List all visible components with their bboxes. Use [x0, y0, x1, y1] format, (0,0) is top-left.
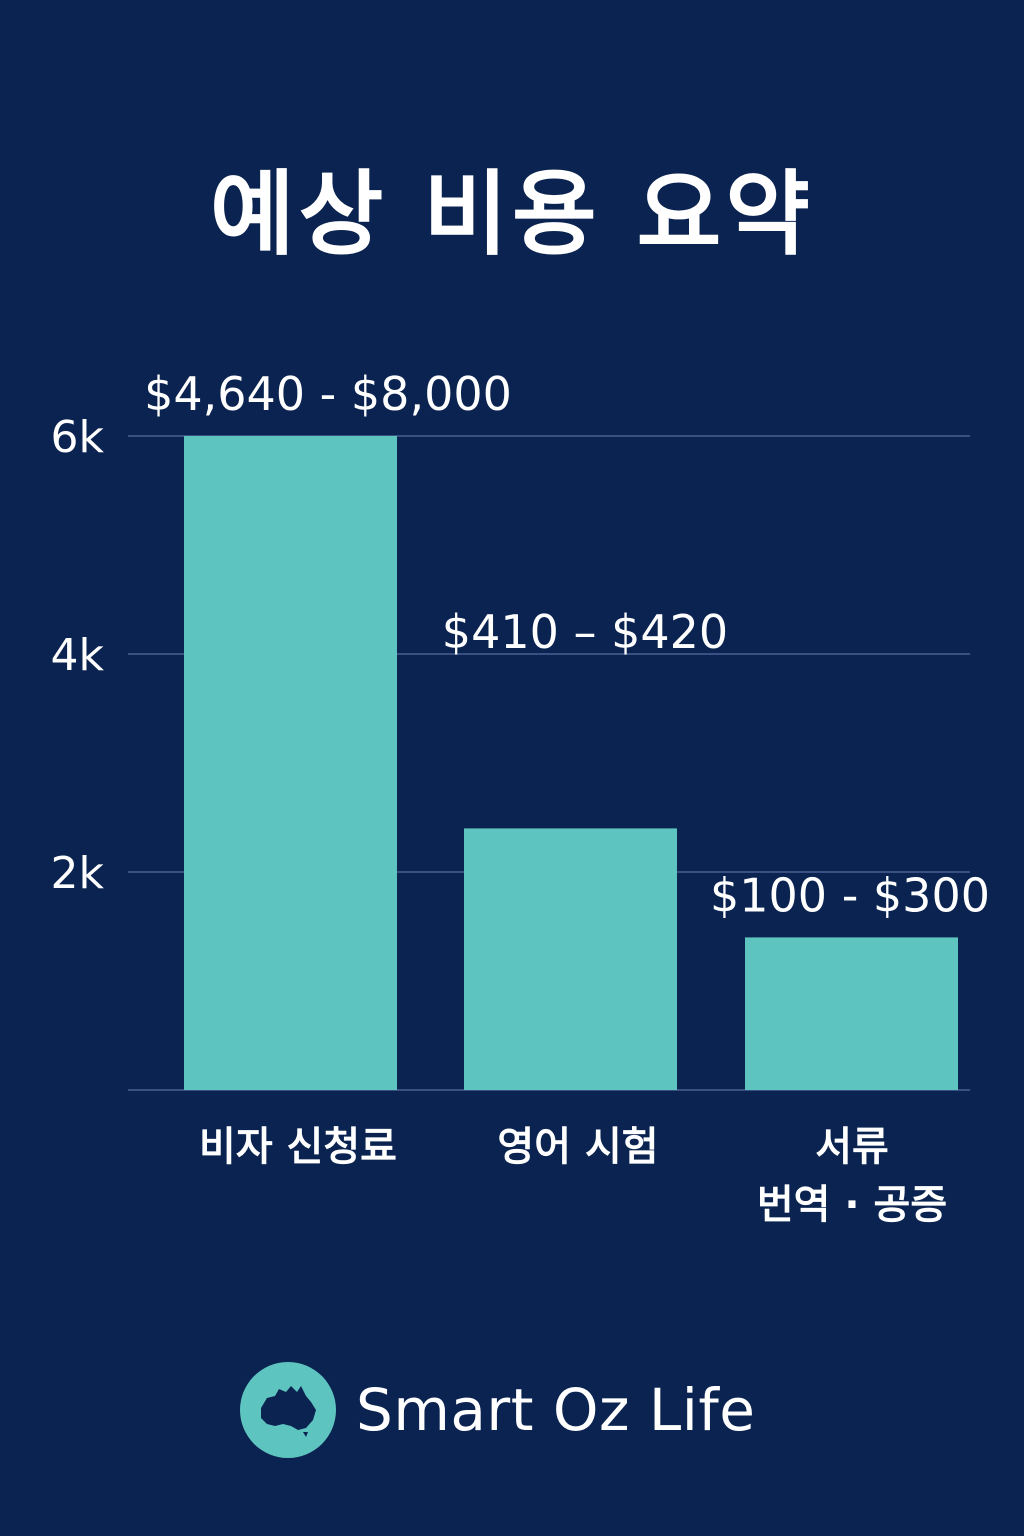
chart-title: 예상 비용 요약: [210, 161, 814, 268]
category-label-line: 서류: [815, 1124, 889, 1170]
category-label-english-test: 영어 시험: [448, 1118, 708, 1176]
category-label-line: 번역 · 공증: [756, 1182, 948, 1228]
bar: [184, 436, 397, 1090]
category-label-visa: 비자 신청료: [168, 1118, 428, 1176]
data-label: $4,640 - $8,000: [144, 367, 512, 421]
brand-logo: Smart Oz Life: [240, 1360, 755, 1460]
bar: [464, 828, 677, 1090]
bar: [745, 937, 958, 1090]
category-label-line: 영어 시험: [497, 1124, 659, 1170]
y-tick-label: 6k: [51, 412, 105, 463]
brand-name: Smart Oz Life: [356, 1376, 756, 1444]
australia-map-icon: [240, 1362, 336, 1458]
y-tick-label: 4k: [51, 630, 105, 681]
category-label-line: 비자 신청료: [199, 1124, 397, 1170]
y-tick-label: 2k: [51, 848, 105, 899]
data-label: $100 - $300: [710, 868, 990, 922]
data-label: $410 – $420: [442, 605, 728, 659]
